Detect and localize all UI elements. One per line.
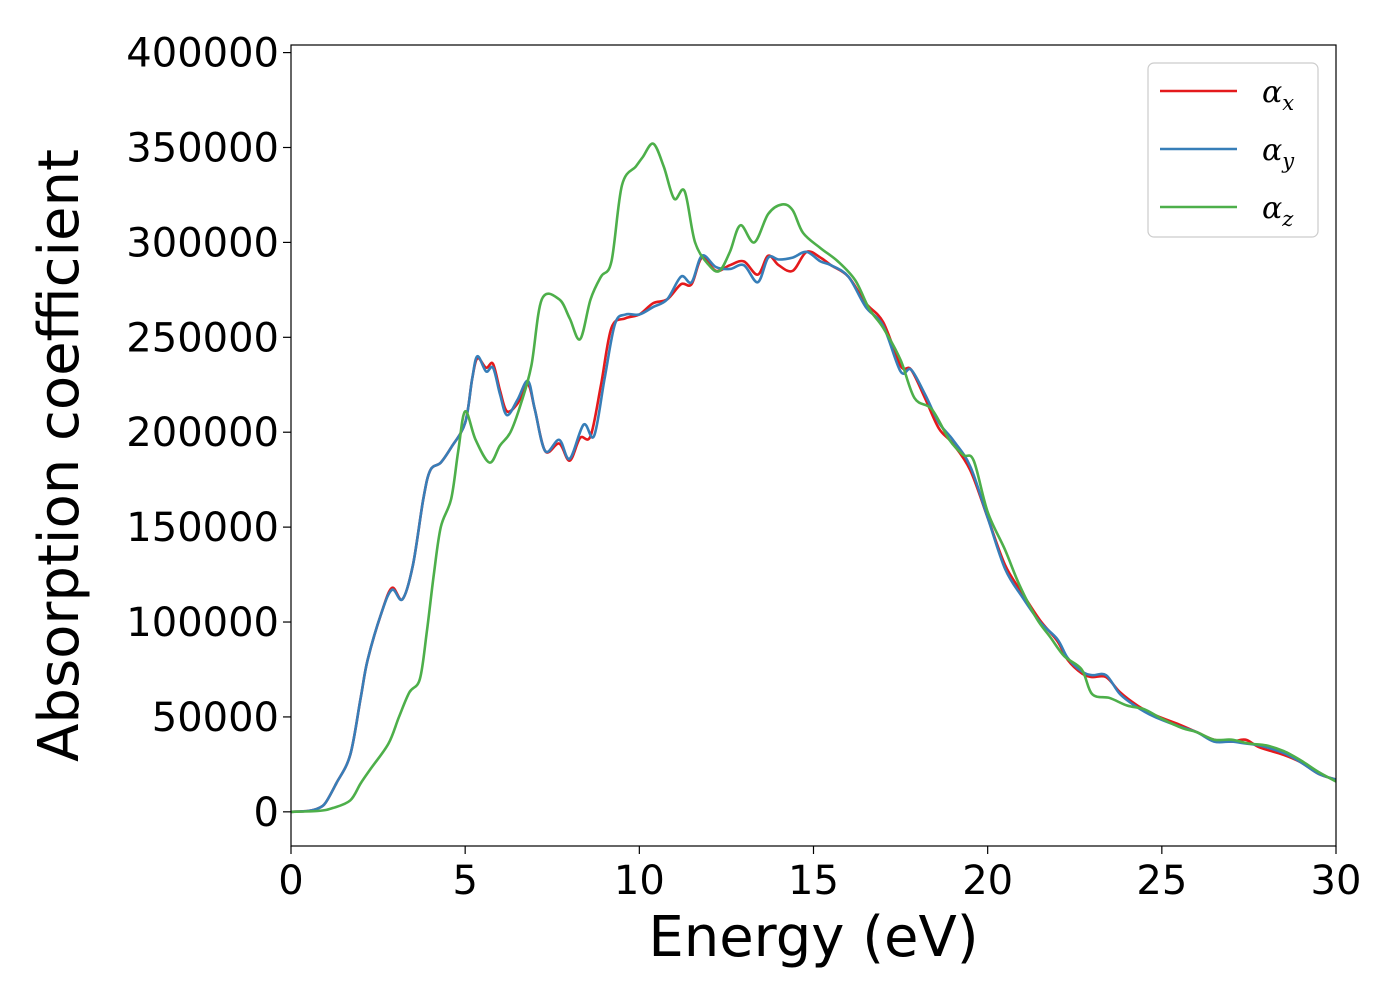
x-axis-label: Energy (eV) <box>648 905 978 970</box>
y-tick-label: 350000 <box>126 125 279 171</box>
y-axis-ticks: 0 50000 100000 150000 200000 250000 300000 3500… <box>126 31 291 836</box>
y-tick-label: 250000 <box>126 315 279 361</box>
x-tick-label: 20 <box>962 858 1013 904</box>
series-line-y <box>291 250 1336 814</box>
series-layer <box>291 142 1336 814</box>
x-tick-label: 25 <box>1136 858 1187 904</box>
x-tick-label: 30 <box>1311 858 1362 904</box>
x-tick-label: 0 <box>278 858 303 904</box>
y-tick-label: 400000 <box>126 31 279 77</box>
x-axis-ticks: 0 5 10 15 20 25 30 <box>278 846 1361 904</box>
x-tick-label: 10 <box>614 858 665 904</box>
y-tick-label: 300000 <box>126 220 279 266</box>
legend: αx αy αz <box>1147 62 1319 238</box>
y-tick-label: 0 <box>254 790 279 836</box>
legend-label-z: αz <box>1262 191 1294 231</box>
y-tick-label: 150000 <box>126 505 279 551</box>
y-axis-label: Absorption coefficient <box>27 149 92 762</box>
y-tick-label: 200000 <box>126 410 279 456</box>
legend-label-x: αx <box>1262 75 1294 115</box>
legend-label-y: αy <box>1262 133 1295 173</box>
y-tick-label: 50000 <box>152 695 279 741</box>
x-tick-label: 15 <box>788 858 839 904</box>
x-tick-label: 5 <box>452 858 477 904</box>
series-line-z <box>291 142 1336 814</box>
y-tick-label: 100000 <box>126 600 279 646</box>
